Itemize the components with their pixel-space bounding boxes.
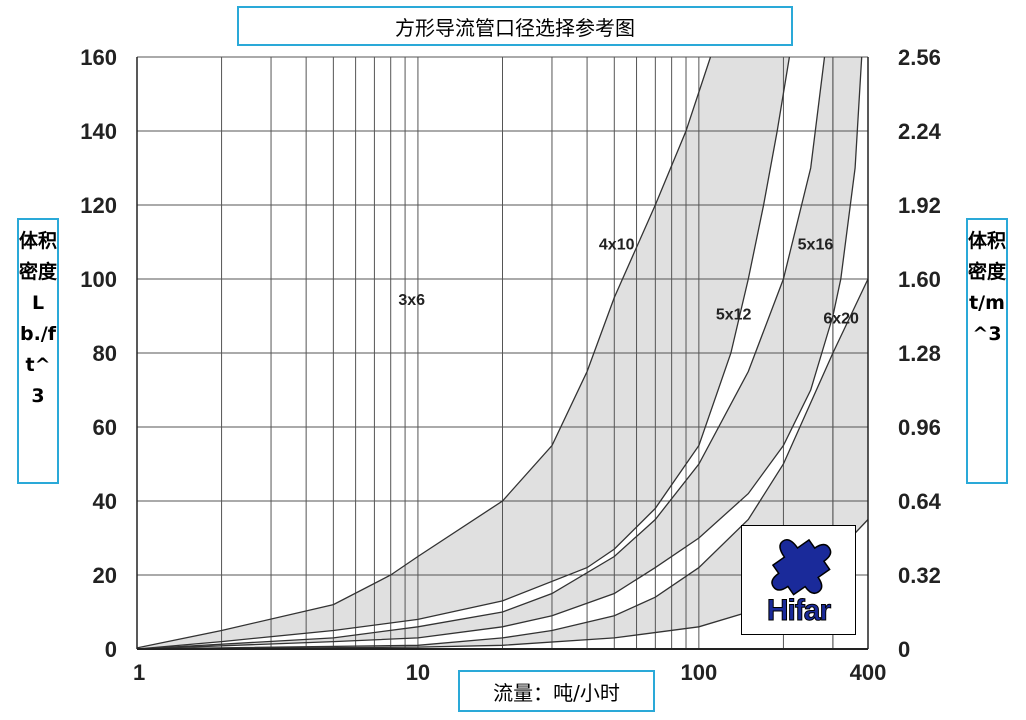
y2-tick-label: 1.60 [898,267,941,292]
chart-title: 方形导流管口径选择参考图 [237,6,793,46]
y2-tick-label: 2.56 [898,45,941,70]
band-1-upper-curve [137,57,712,649]
y-axis-label-left: 体积密度Lb./ft^3 [17,218,59,484]
y2-tick-label: 1.92 [898,193,941,218]
y-axis-label-right: 体积密度t/m^3 [966,218,1008,484]
y2-tick-label: 0.96 [898,415,941,440]
x-tick-label: 1 [133,660,145,685]
y-tick-label: 40 [93,489,117,514]
puzzle-piece-icon [771,538,832,596]
y-tick-label: 120 [80,193,117,218]
series-label-5x12: 5x12 [716,307,752,324]
x-tick-label: 100 [681,660,718,685]
series-label-5x16: 5x16 [798,236,834,253]
x-tick-label: 10 [406,660,430,685]
band-3-upper-curve [137,278,868,649]
band-1-lower-curve [137,57,791,649]
y-tick-label: 0 [105,637,117,662]
series-label-3x6: 3x6 [398,292,425,309]
series-label-6x20: 6x20 [823,310,859,327]
y2-tick-label: 2.24 [898,119,942,144]
y2-tick-label: 0.64 [898,489,942,514]
band-2-lower-curve [137,57,863,649]
y-tick-label: 20 [93,563,117,588]
hifar-logo: Hifar [741,525,856,635]
logo-text: Hifar [766,594,831,628]
band-2-upper-curve [137,57,826,649]
y-tick-label: 160 [80,45,117,70]
y2-tick-label: 0 [898,637,910,662]
y2-tick-label: 0.32 [898,563,941,588]
series-label-4x10: 4x10 [599,236,635,253]
y-tick-label: 100 [80,267,117,292]
y2-tick-label: 1.28 [898,341,941,366]
x-axis-label: 流量：吨/小时 [458,670,655,712]
y-tick-label: 80 [93,341,117,366]
y-tick-label: 140 [80,119,117,144]
x-tick-label: 400 [850,660,887,685]
y-tick-label: 60 [93,415,117,440]
